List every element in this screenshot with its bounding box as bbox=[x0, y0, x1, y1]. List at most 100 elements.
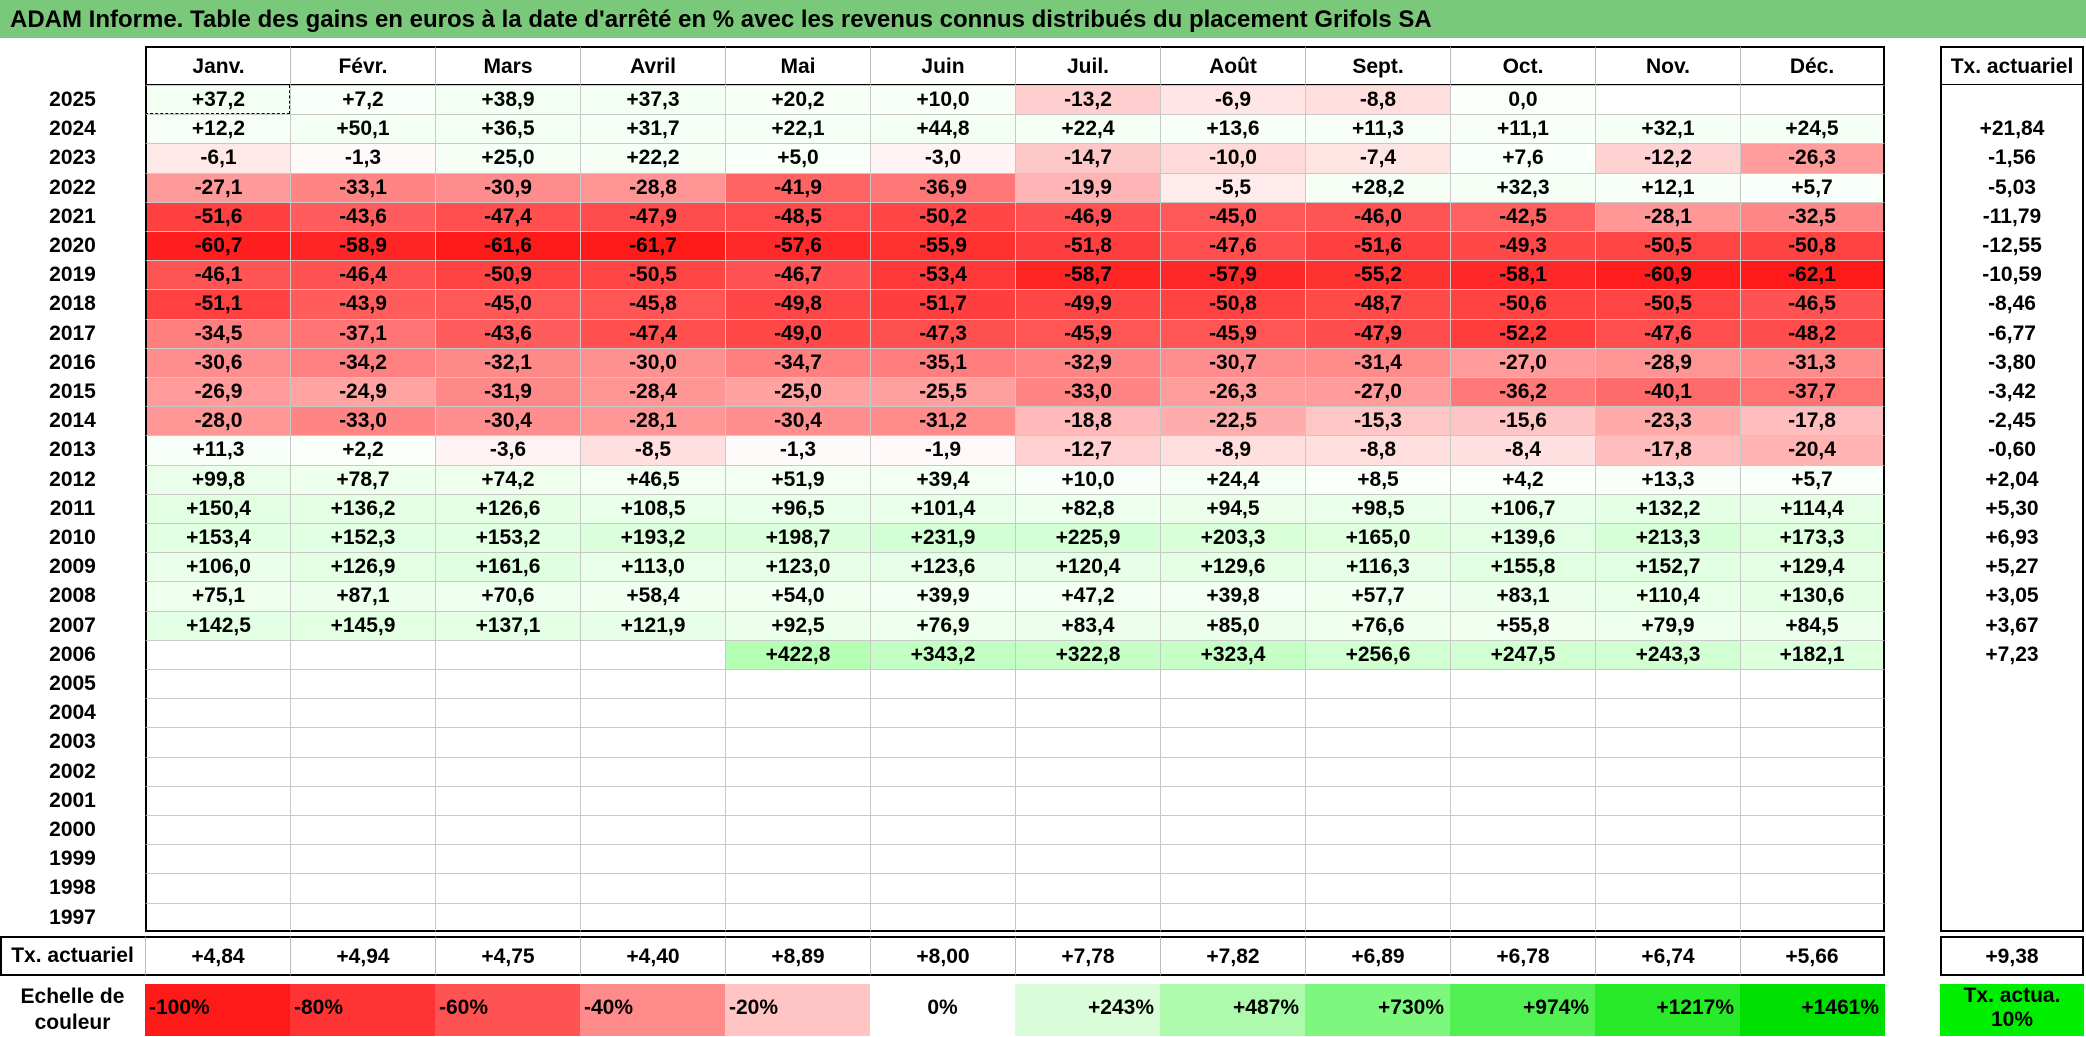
table-cell: -50,5 bbox=[1595, 289, 1740, 319]
row-year-label: 2019 bbox=[49, 263, 96, 287]
table-cell: -3,0 bbox=[870, 143, 1015, 173]
table-cell: -25,5 bbox=[870, 377, 1015, 407]
table-cell: -1,3 bbox=[725, 435, 870, 465]
table-cell: +150,4 bbox=[145, 493, 290, 523]
table-cell: -7,4 bbox=[1305, 143, 1450, 173]
color-scale-swatch: -40% bbox=[580, 983, 725, 1036]
table-cell: +98,5 bbox=[1305, 493, 1450, 523]
table-cell: +75,1 bbox=[145, 581, 290, 611]
table-cell bbox=[1740, 669, 1885, 699]
table-cell bbox=[1160, 815, 1305, 845]
row-tx-actuariel bbox=[1940, 785, 2084, 815]
table-cell: +99,8 bbox=[145, 464, 290, 494]
row-year-label: 2001 bbox=[49, 788, 96, 812]
table-cell: -47,4 bbox=[435, 201, 580, 231]
table-cell bbox=[435, 698, 580, 728]
table-cell: +137,1 bbox=[435, 610, 580, 640]
row-tx-actuariel: +6,93 bbox=[1940, 523, 2084, 553]
table-cell bbox=[1160, 669, 1305, 699]
table-cell bbox=[1740, 756, 1885, 786]
table-cell bbox=[1160, 785, 1305, 815]
row-tx-actuariel bbox=[1940, 727, 2084, 757]
table-cell: +120,4 bbox=[1015, 552, 1160, 582]
table-cell: -27,0 bbox=[1305, 377, 1450, 407]
table-cell: -47,9 bbox=[1305, 318, 1450, 348]
row-year-label: 2005 bbox=[49, 672, 96, 695]
table-cell: -31,2 bbox=[870, 406, 1015, 436]
table-cell: +165,0 bbox=[1305, 523, 1450, 553]
table-cell bbox=[1740, 815, 1885, 845]
table-cell: -50,6 bbox=[1450, 289, 1595, 319]
table-cell bbox=[145, 698, 290, 728]
row-year-label: 2023 bbox=[49, 146, 96, 170]
table-cell: +5,7 bbox=[1740, 172, 1885, 202]
table-cell bbox=[435, 844, 580, 874]
table-cell: +4,2 bbox=[1450, 464, 1595, 494]
footer-tx-total: +9,38 bbox=[1940, 935, 2084, 976]
tx-legend-swatch: Tx. actua. 10% bbox=[1940, 983, 2084, 1036]
color-scale-swatch: -100% bbox=[145, 983, 290, 1036]
table-cell: +129,6 bbox=[1160, 552, 1305, 582]
table-cell: +123,0 bbox=[725, 552, 870, 582]
table-cell bbox=[435, 756, 580, 786]
table-cell: +84,5 bbox=[1740, 610, 1885, 640]
table-cell: +322,8 bbox=[1015, 639, 1160, 669]
table-cell bbox=[725, 785, 870, 815]
current-month-marker bbox=[145, 113, 290, 115]
table-cell: +22,4 bbox=[1015, 114, 1160, 144]
table-cell: -47,9 bbox=[580, 201, 725, 231]
table-cell bbox=[1160, 844, 1305, 874]
table-cell: -8,8 bbox=[1305, 435, 1450, 465]
table-cell bbox=[870, 669, 1015, 699]
left-border bbox=[0, 935, 2, 976]
table-cell: -60,7 bbox=[145, 231, 290, 261]
table-cell bbox=[1595, 785, 1740, 815]
table-cell: -30,7 bbox=[1160, 347, 1305, 377]
table-cell bbox=[1595, 85, 1740, 115]
row-tx-actuariel bbox=[1940, 902, 2084, 932]
row-year-label: 2014 bbox=[49, 409, 96, 433]
table-cell bbox=[580, 698, 725, 728]
table-cell bbox=[435, 669, 580, 699]
table-cell bbox=[580, 756, 725, 786]
row-year-label: 2022 bbox=[49, 175, 96, 199]
table-cell: -49,8 bbox=[725, 289, 870, 319]
table-cell bbox=[1595, 844, 1740, 874]
table-cell bbox=[145, 669, 290, 699]
table-cell: +39,4 bbox=[870, 464, 1015, 494]
table-cell bbox=[1305, 698, 1450, 728]
table-cell bbox=[1450, 844, 1595, 874]
table-cell: -31,3 bbox=[1740, 347, 1885, 377]
table-cell: -49,0 bbox=[725, 318, 870, 348]
table-cell: +10,0 bbox=[1015, 464, 1160, 494]
table-cell bbox=[145, 639, 290, 669]
table-cell: -46,0 bbox=[1305, 201, 1450, 231]
table-cell bbox=[1450, 815, 1595, 845]
row-tx-actuariel: -0,60 bbox=[1940, 435, 2084, 465]
table-cell bbox=[870, 756, 1015, 786]
table-cell: -12,7 bbox=[1015, 435, 1160, 465]
table-cell bbox=[145, 844, 290, 874]
footer-tx-actuariel: +4,94 bbox=[290, 935, 435, 976]
table-cell bbox=[435, 815, 580, 845]
table-cell bbox=[725, 669, 870, 699]
table-cell bbox=[290, 844, 435, 874]
table-cell bbox=[1595, 815, 1740, 845]
table-cell bbox=[580, 639, 725, 669]
table-cell bbox=[725, 902, 870, 932]
table-cell bbox=[435, 873, 580, 903]
table-cell: -23,3 bbox=[1595, 406, 1740, 436]
table-cell bbox=[1450, 785, 1595, 815]
row-tx-actuariel: -6,77 bbox=[1940, 318, 2084, 348]
footer-tx-actuariel: +4,75 bbox=[435, 935, 580, 976]
table-cell: +96,5 bbox=[725, 493, 870, 523]
table-cell: -27,1 bbox=[145, 172, 290, 202]
table-cell: +47,2 bbox=[1015, 581, 1160, 611]
table-cell: +24,4 bbox=[1160, 464, 1305, 494]
table-cell: +39,9 bbox=[870, 581, 1015, 611]
table-cell: +11,3 bbox=[1305, 114, 1450, 144]
table-cell bbox=[1450, 698, 1595, 728]
table-cell bbox=[145, 902, 290, 932]
table-cell bbox=[580, 873, 725, 903]
table-cell: +22,2 bbox=[580, 143, 725, 173]
